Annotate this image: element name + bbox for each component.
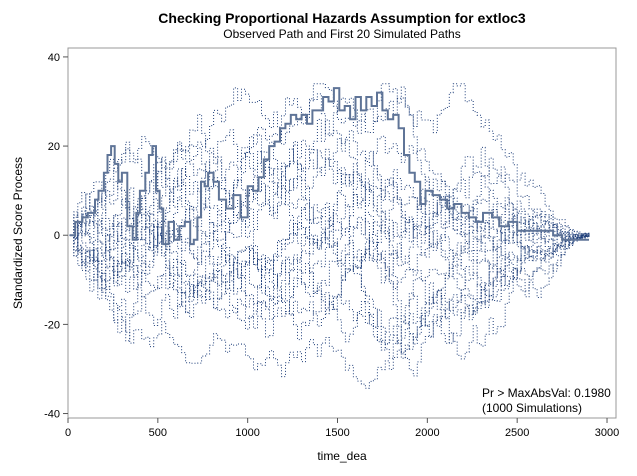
- pvalue-text: Pr > MaxAbsVal: 0.1980: [482, 386, 611, 400]
- x-tick-label: 500: [149, 427, 167, 439]
- simulated-path: [69, 196, 590, 329]
- simulated-path: [69, 204, 590, 351]
- x-axis: 0 500 1000 1500 2000 2500 3000: [65, 418, 619, 439]
- observed-path-group: [69, 87, 589, 246]
- simulated-path: [69, 205, 590, 316]
- simulated-path: [69, 209, 590, 342]
- x-tick-label: 1000: [235, 427, 259, 439]
- y-axis: 40 20 0 -20 -40: [44, 52, 68, 421]
- x-tick-label: 2000: [415, 427, 439, 439]
- x-axis-label: time_dea: [317, 449, 367, 463]
- simulated-path: [69, 234, 590, 377]
- y-tick-label: 20: [48, 141, 60, 153]
- y-tick-label: 0: [54, 230, 60, 242]
- y-axis-label: Standardized Score Process: [11, 157, 25, 309]
- chart-subtitle: Observed Path and First 20 Simulated Pat…: [223, 27, 460, 41]
- simulated-path: [69, 161, 590, 269]
- observed-path: [69, 87, 589, 246]
- simulated-path: [69, 146, 590, 324]
- simulated-paths: [69, 83, 590, 389]
- simulated-path: [69, 146, 590, 339]
- x-tick-label: 3000: [595, 427, 619, 439]
- simulated-path: [69, 234, 590, 341]
- simulated-path: [69, 234, 590, 389]
- x-tick-label: 0: [65, 427, 71, 439]
- x-tick-label: 2500: [505, 427, 529, 439]
- simulated-path: [69, 136, 590, 338]
- chart-title: Checking Proportional Hazards Assumption…: [158, 10, 526, 26]
- simulations-text: (1000 Simulations): [482, 401, 582, 415]
- y-tick-label: -20: [44, 319, 60, 331]
- simulated-path: [69, 210, 590, 353]
- y-tick-label: 40: [48, 52, 60, 64]
- simulated-path: [69, 83, 590, 292]
- simulated-path: [69, 114, 590, 252]
- plot-area: [67, 47, 617, 419]
- x-tick-label: 1500: [325, 427, 349, 439]
- simulated-path: [69, 130, 590, 260]
- simulated-path: [69, 83, 590, 252]
- y-tick-label: -40: [44, 409, 60, 421]
- simulated-path: [69, 168, 590, 291]
